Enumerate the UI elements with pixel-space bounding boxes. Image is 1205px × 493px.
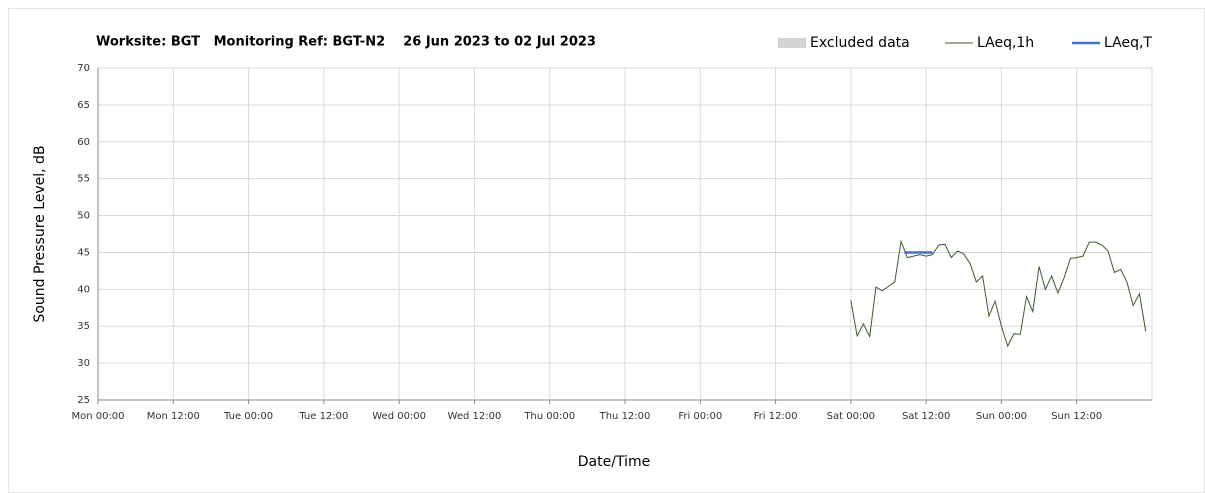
y-tick-label: 45 (77, 247, 90, 258)
chart-title: Worksite: BGT Monitoring Ref: BGT-N2 26 … (96, 35, 596, 50)
series-line (850, 239, 1147, 348)
y-tick-label: 55 (77, 174, 90, 185)
x-tick-label: Wed 00:00 (372, 411, 426, 422)
x-tick-label: Thu 00:00 (523, 411, 575, 422)
x-axis-label: Date/Time (578, 454, 650, 470)
legend-label: LAeq,T (1104, 35, 1152, 51)
x-tick-label: Sat 00:00 (827, 411, 875, 422)
y-tick-label: 25 (77, 395, 90, 406)
legend-label: Excluded data (810, 35, 910, 51)
x-tick-label: Sat 12:00 (902, 411, 950, 422)
x-tick-label: Tue 00:00 (223, 411, 273, 422)
x-tick-label: Mon 12:00 (147, 411, 200, 422)
y-tick-label: 30 (77, 358, 90, 369)
y-tick-label: 50 (77, 211, 90, 222)
legend-swatch (778, 38, 806, 48)
x-tick-label: Sun 00:00 (976, 411, 1027, 422)
y-tick-label: 60 (77, 137, 90, 148)
x-tick-label: Mon 00:00 (71, 411, 124, 422)
x-tick-label: Fri 12:00 (754, 411, 798, 422)
x-tick-label: Tue 12:00 (298, 411, 348, 422)
y-tick-label: 65 (77, 100, 90, 111)
y-tick-label: 35 (77, 321, 90, 332)
x-tick-label: Sun 12:00 (1051, 411, 1102, 422)
y-tick-label: 70 (77, 63, 90, 74)
legend-label: LAeq,1h (977, 35, 1034, 51)
x-tick-label: Fri 00:00 (678, 411, 722, 422)
y-tick-label: 40 (77, 284, 90, 295)
y-axis-label: Sound Pressure Level, dB (32, 145, 48, 322)
x-tick-label: Wed 12:00 (448, 411, 502, 422)
x-tick-label: Thu 12:00 (599, 411, 651, 422)
